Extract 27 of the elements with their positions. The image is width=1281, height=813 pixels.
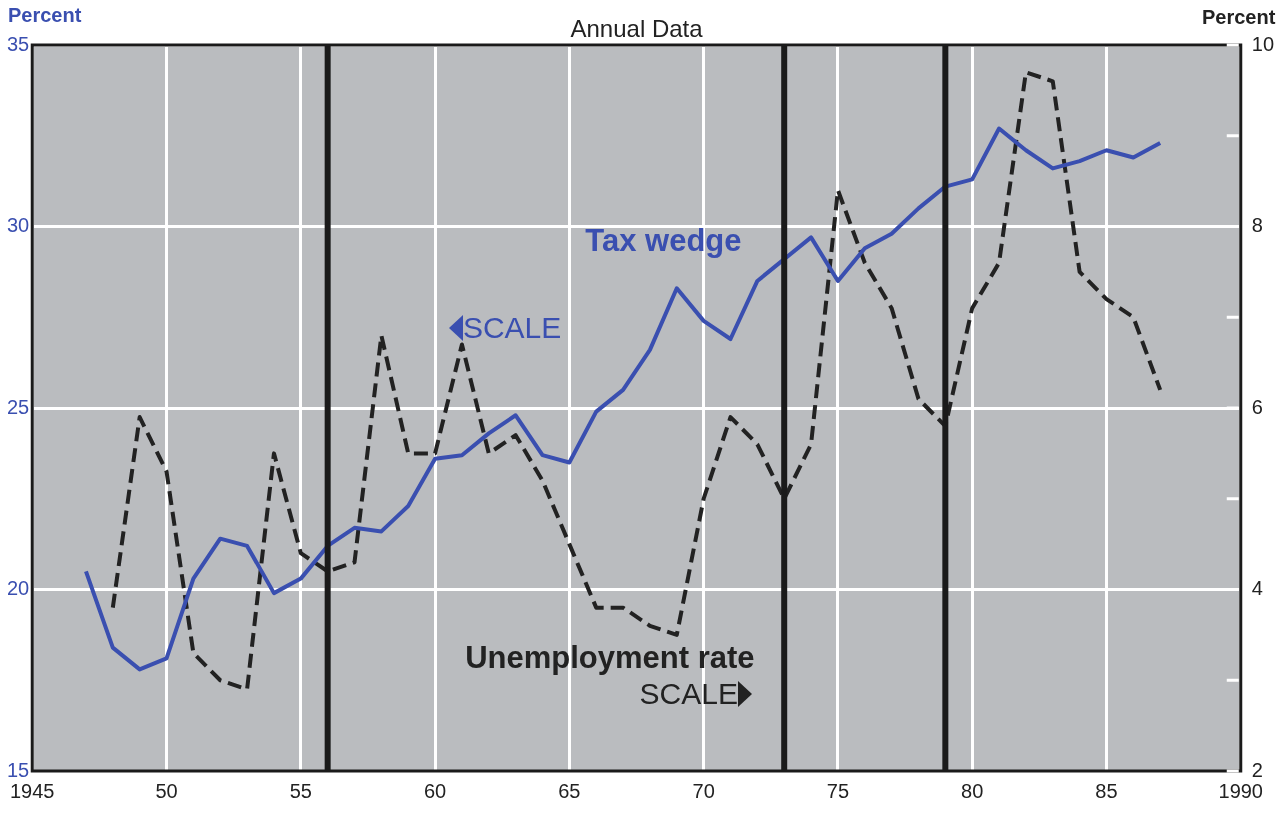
x-tick-label: 1990	[1218, 779, 1263, 802]
y2-tick-label: 8	[1251, 214, 1263, 237]
y2-axis-title: Percent	[1202, 6, 1276, 29]
x-tick-label: 80	[961, 779, 984, 802]
chart-title: Annual Data	[570, 15, 703, 43]
x-tick-label: 50	[155, 779, 178, 802]
series-label: Tax wedge	[585, 223, 742, 260]
annotation: SCALE	[462, 311, 562, 346]
y-tick-label: 35	[7, 32, 30, 55]
x-tick-label: 55	[289, 779, 312, 802]
x-tick-label: 75	[826, 779, 850, 802]
x-tick-label: 60	[423, 779, 447, 802]
x-tick-label: 1945	[10, 779, 55, 802]
y-tick-label: 15	[7, 758, 30, 781]
y2-tick-label: 6	[1251, 395, 1263, 418]
series-label: Unemployment rate	[465, 639, 755, 676]
x-tick-label: 85	[1095, 779, 1118, 802]
annotation: SCALE	[639, 676, 738, 711]
y2-tick-label: 4	[1251, 577, 1263, 600]
x-tick-label: 65	[558, 779, 581, 802]
y-tick-label: 30	[7, 214, 30, 237]
y-tick-label: 25	[7, 395, 30, 418]
x-tick-label: 70	[692, 779, 715, 802]
y-axis-title: Percent	[8, 4, 82, 27]
y-tick-label: 20	[7, 577, 30, 600]
y2-tick-label: 10	[1251, 32, 1274, 55]
y2-tick-label: 2	[1251, 758, 1263, 781]
